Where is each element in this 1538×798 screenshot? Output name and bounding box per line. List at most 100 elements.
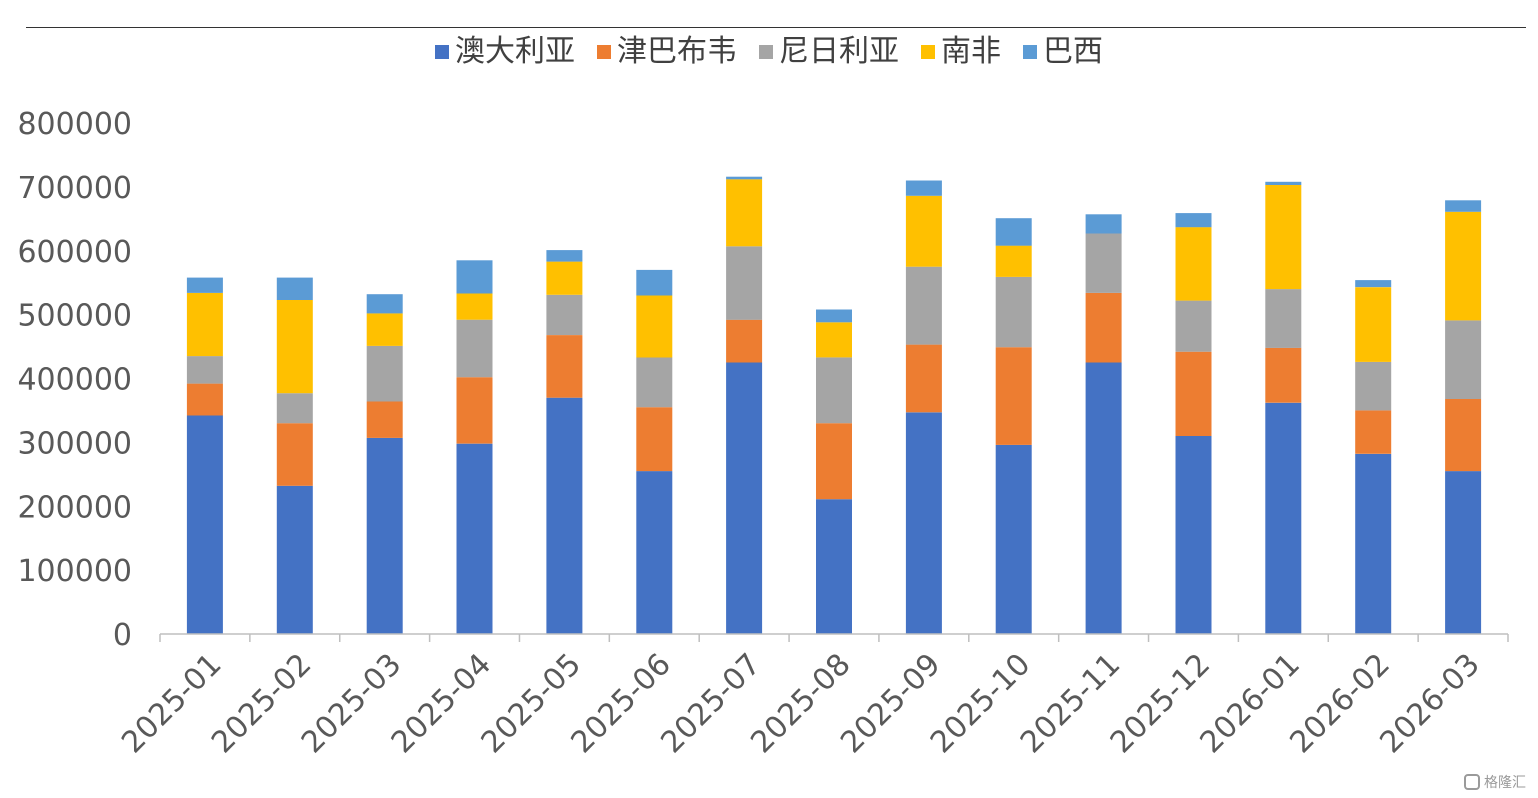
- bar-segment-2025-07-s3: [726, 179, 763, 247]
- bar-segment-2025-11-s1: [1085, 292, 1122, 363]
- bar-segment-2025-08-s2: [816, 357, 852, 424]
- x-tick-marks: [159, 634, 1509, 642]
- legend-label-nigeria: 尼日利亚: [779, 34, 899, 69]
- bar-segment-2025-02-s1: [276, 423, 313, 486]
- bar-segment-2025-10-s4: [995, 218, 1032, 246]
- bar-segment-2025-06-s3: [636, 295, 673, 358]
- bar-segment-2025-02-s4: [276, 277, 313, 300]
- legend-label-australia: 澳大利亚: [455, 34, 575, 69]
- bar-segment-2025-08-s1: [816, 423, 852, 500]
- bar-segment-2026-02-s1: [1355, 410, 1392, 454]
- bar-segment-2025-05-s2: [546, 294, 583, 335]
- bar-segment-2025-01-s0: [186, 415, 223, 634]
- bar-segment-2026-03-s1: [1445, 398, 1482, 472]
- x-tick-label: 2026-03: [1373, 647, 1486, 760]
- bar-segment-2025-04-s2: [456, 319, 493, 378]
- bar-segment-2025-10-s0: [995, 444, 1032, 634]
- bar-segment-2025-06-s2: [636, 357, 673, 408]
- x-tick-labels: 2025-012025-022025-032025-042025-052025-…: [115, 647, 1487, 760]
- bar-segment-2025-05-s0: [546, 397, 583, 634]
- bar-segment-2025-09-s4: [905, 180, 942, 196]
- bar-segment-2025-04-s4: [456, 260, 493, 294]
- bar-segment-2025-09-s3: [905, 195, 942, 267]
- bar-segment-2025-09-s0: [905, 412, 942, 634]
- bars-layer: [186, 176, 1482, 634]
- bar-segment-2025-03-s0: [366, 437, 403, 634]
- legend-label-south-africa: 南非: [941, 34, 1001, 69]
- brand-logo-icon: [1464, 774, 1480, 790]
- bar-segment-2026-01-s4: [1265, 181, 1302, 185]
- bar-segment-2026-02-s3: [1355, 287, 1392, 362]
- legend-swatch-zimbabwe: [597, 45, 611, 59]
- y-tick-label: 600000: [17, 235, 132, 270]
- bar-segment-2025-10-s1: [995, 347, 1032, 445]
- bar-segment-2025-03-s2: [366, 345, 403, 402]
- bar-segment-2025-12-s4: [1175, 213, 1212, 228]
- bar-segment-2025-08-s4: [816, 309, 852, 323]
- bar-segment-2025-01-s4: [186, 277, 223, 293]
- bar-segment-2025-07-s4: [726, 176, 763, 180]
- bar-segment-2025-01-s1: [186, 383, 223, 416]
- bar-segment-2025-09-s1: [905, 344, 942, 413]
- bar-segment-2025-06-s4: [636, 269, 673, 296]
- legend-swatch-nigeria: [759, 45, 773, 59]
- bar-segment-2025-10-s2: [995, 276, 1032, 348]
- bar-segment-2025-01-s3: [186, 292, 223, 357]
- bar-segment-2025-04-s3: [456, 293, 493, 320]
- bar-segment-2025-10-s3: [995, 245, 1032, 277]
- watermark: 格隆汇: [1464, 772, 1526, 792]
- bar-segment-2025-12-s3: [1175, 227, 1212, 301]
- y-tick-labels: 0 100000 200000 300000 400000 500000 600000 700…: [17, 107, 132, 653]
- bar-segment-2025-11-s2: [1085, 233, 1122, 293]
- bar-segment-2025-07-s2: [726, 246, 763, 320]
- legend: 澳大利亚 津巴布韦 尼日利亚 南非 巴西: [0, 30, 1538, 74]
- bar-segment-2025-02-s3: [276, 299, 313, 394]
- y-tick-label: 500000: [17, 299, 132, 334]
- legend-swatch-australia: [435, 45, 449, 59]
- bar-segment-2025-09-s2: [905, 266, 942, 345]
- bar-segment-2026-01-s2: [1265, 289, 1302, 348]
- legend-swatch-brazil: [1023, 45, 1037, 59]
- legend-item-australia: 澳大利亚: [435, 37, 575, 67]
- bar-segment-2026-01-s0: [1265, 402, 1302, 634]
- bar-segment-2025-12-s2: [1175, 300, 1212, 352]
- top-rule: [26, 27, 1526, 28]
- legend-item-nigeria: 尼日利亚: [759, 37, 899, 67]
- bar-segment-2026-02-s0: [1355, 453, 1392, 634]
- bar-segment-2026-02-s4: [1355, 280, 1392, 288]
- bar-segment-2025-03-s1: [366, 401, 403, 438]
- y-tick-label: 800000: [17, 107, 132, 142]
- bar-segment-2025-03-s3: [366, 313, 403, 346]
- bar-segment-2025-04-s1: [456, 377, 493, 444]
- legend-swatch-south-africa: [921, 45, 935, 59]
- bar-segment-2025-06-s0: [636, 471, 673, 634]
- bar-segment-2025-11-s4: [1085, 214, 1122, 234]
- bar-segment-2025-11-s0: [1085, 362, 1122, 634]
- y-tick-label: 100000: [17, 554, 132, 589]
- bar-segment-2025-12-s0: [1175, 436, 1212, 634]
- bar-segment-2025-07-s0: [726, 362, 763, 634]
- legend-label-zimbabwe: 津巴布韦: [617, 34, 737, 69]
- bar-segment-2025-05-s1: [546, 335, 583, 398]
- bar-segment-2026-03-s3: [1445, 211, 1482, 321]
- bar-segment-2026-03-s2: [1445, 320, 1482, 399]
- bar-segment-2025-02-s2: [276, 393, 313, 424]
- legend-item-zimbabwe: 津巴布韦: [597, 37, 737, 67]
- bar-segment-2025-06-s1: [636, 407, 673, 472]
- bar-segment-2025-05-s3: [546, 261, 583, 295]
- bar-segment-2026-02-s2: [1355, 361, 1392, 411]
- bar-segment-2025-01-s2: [186, 356, 223, 384]
- bar-segment-2025-03-s4: [366, 294, 403, 314]
- legend-item-south-africa: 南非: [921, 37, 1001, 67]
- bar-segment-2025-08-s3: [816, 322, 852, 358]
- y-tick-label: 200000: [17, 490, 132, 525]
- y-tick-label: 400000: [17, 363, 132, 398]
- legend-item-brazil: 巴西: [1023, 37, 1103, 67]
- bar-segment-2026-03-s4: [1445, 200, 1482, 212]
- bar-segment-2026-01-s3: [1265, 185, 1302, 290]
- bar-segment-2026-03-s0: [1445, 471, 1482, 634]
- y-tick-label: 300000: [17, 426, 132, 461]
- bar-segment-2025-12-s1: [1175, 351, 1212, 436]
- bar-segment-2025-07-s1: [726, 319, 763, 363]
